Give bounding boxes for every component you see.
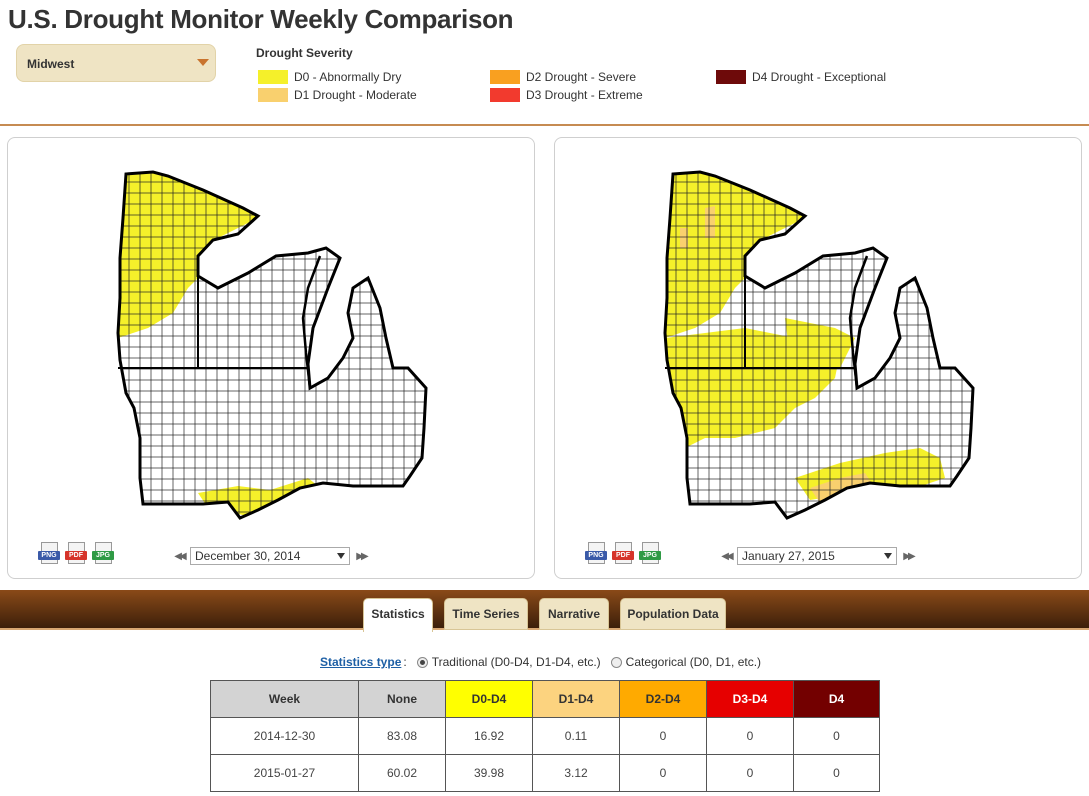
col-header-week: Week [210,680,359,718]
legend-item-d4: D4 Drought - Exceptional [716,70,886,84]
date-select-value: December 30, 2014 [195,549,301,563]
pdf-export-icon[interactable]: PDF [65,542,87,566]
table-cell: 2015-01-27 [210,754,359,792]
table-cell: 16.92 [445,717,533,755]
tab-time-series[interactable]: Time Series [444,598,528,630]
col-header-d2-d4: D2-D4 [619,680,707,718]
date-select-right[interactable]: January 27, 2015 [737,547,897,565]
table-cell: 0 [793,754,880,792]
chevron-down-icon [197,59,209,66]
legend-item-d2: D2 Drought - Severe [490,70,636,84]
previous-week-icon[interactable]: ◀◀ [174,550,186,562]
legend-swatch [716,70,746,84]
table-row: 2014-12-30 83.08 16.92 0.11 0 0 0 [210,717,880,755]
table-cell: 3.12 [532,754,620,792]
table-cell: 83.08 [358,717,446,755]
chevron-down-icon [337,553,345,559]
map-panel-right: PNG PDF JPG ◀◀ January 27, 2015 ▶▶ [554,137,1082,579]
jpg-export-icon[interactable]: JPG [92,542,114,566]
legend-item-d1: D1 Drought - Moderate [258,88,417,102]
table-cell: 0 [793,717,880,755]
legend-swatch [490,88,520,102]
legend-label: D0 - Abnormally Dry [294,70,402,84]
col-header-d1-d4: D1-D4 [532,680,620,718]
col-header-d3-d4: D3-D4 [706,680,794,718]
date-select-left[interactable]: December 30, 2014 [190,547,350,565]
drought-map-left [116,170,428,520]
statistics-type-link[interactable]: Statistics type [320,655,402,669]
table-header-row: Week None D0-D4 D1-D4 D2-D4 D3-D4 D4 [210,680,880,718]
legend-label: D3 Drought - Extreme [526,88,643,102]
table-cell: 39.98 [445,754,533,792]
table-cell: 0 [706,754,794,792]
tab-narrative[interactable]: Narrative [539,598,609,630]
table-cell: 0 [706,717,794,755]
region-dropdown[interactable]: Midwest [16,44,216,82]
map-panel-left: PNG PDF JPG ◀◀ December 30, 2014 ▶▶ [7,137,535,579]
region-dropdown-value: Midwest [27,57,75,71]
header-divider [0,124,1089,126]
png-export-icon[interactable]: PNG [585,542,607,566]
col-header-none: None [358,680,446,718]
next-week-icon[interactable]: ▶▶ [903,550,915,562]
col-header-d0-d4: D0-D4 [445,680,533,718]
legend-item-d3: D3 Drought - Extreme [490,88,643,102]
legend-label: D4 Drought - Exceptional [752,70,887,84]
chevron-down-icon [884,553,892,559]
tab-population-data[interactable]: Population Data [620,598,726,630]
legend-swatch [258,88,288,102]
col-header-d4: D4 [793,680,880,718]
table-cell: 60.02 [358,754,446,792]
drought-map-right [663,170,975,520]
date-nav-right: ◀◀ January 27, 2015 ▶▶ [718,547,916,565]
page-title: U.S. Drought Monitor Weekly Comparison [8,4,514,34]
legend-swatch [490,70,520,84]
jpg-export-icon[interactable]: JPG [639,542,661,566]
table-cell: 0.11 [532,717,620,755]
legend-title: Drought Severity [256,46,353,60]
legend-swatch [258,70,288,84]
radio-traditional-label: Traditional (D0-D4, D1-D4, etc.) [431,655,601,669]
legend-label: D2 Drought - Severe [526,70,637,84]
pdf-export-icon[interactable]: PDF [612,542,634,566]
legend-item-d0: D0 - Abnormally Dry [258,70,401,84]
date-select-value: January 27, 2015 [742,549,835,563]
table-cell: 0 [619,717,707,755]
tab-statistics[interactable]: Statistics [363,598,433,632]
statistics-table: Week None D0-D4 D1-D4 D2-D4 D3-D4 D4 201… [210,680,880,792]
statistics-type-selector: Statistics type: Traditional (D0-D4, D1-… [320,655,762,669]
png-export-icon[interactable]: PNG [38,542,60,566]
radio-categorical[interactable] [610,656,622,668]
table-row: 2015-01-27 60.02 39.98 3.12 0 0 0 [210,754,880,792]
next-week-icon[interactable]: ▶▶ [356,550,368,562]
radio-traditional[interactable] [416,656,428,668]
legend-label: D1 Drought - Moderate [294,88,417,102]
radio-categorical-label: Categorical (D0, D1, etc.) [625,655,762,669]
table-cell: 0 [619,754,707,792]
table-cell: 2014-12-30 [210,717,359,755]
previous-week-icon[interactable]: ◀◀ [721,550,733,562]
date-nav-left: ◀◀ December 30, 2014 ▶▶ [171,547,369,565]
